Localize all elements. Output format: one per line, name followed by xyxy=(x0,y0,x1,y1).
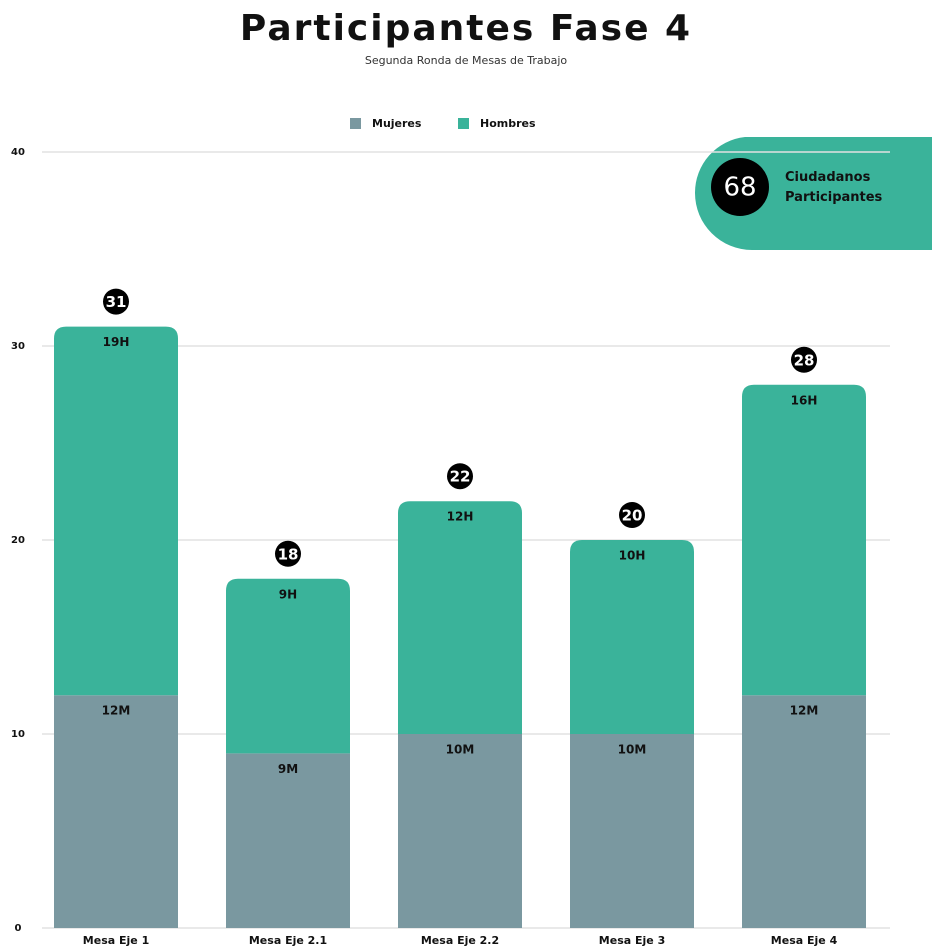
value-label: 12H xyxy=(447,510,474,524)
total-label: 31 xyxy=(106,293,127,311)
value-label: 19H xyxy=(103,335,130,349)
x-tick-label: Mesa Eje 2.1 xyxy=(249,934,327,947)
bar-segment xyxy=(398,501,522,734)
badge-value: 68 xyxy=(723,173,756,203)
legend-label: Mujeres xyxy=(372,117,422,130)
chart-title: Participantes Fase 4 xyxy=(240,8,692,49)
bar-segment xyxy=(54,695,178,928)
total-circle xyxy=(103,288,129,315)
value-label: 12M xyxy=(790,704,819,718)
total-circle xyxy=(791,346,817,373)
x-tick-label: Mesa Eje 1 xyxy=(83,934,149,947)
value-label: 9H xyxy=(279,587,297,601)
total-label: 20 xyxy=(622,507,643,525)
total-circle xyxy=(447,463,473,490)
y-tick-label: 30 xyxy=(11,341,25,352)
y-tick-label: 0 xyxy=(15,923,22,934)
badge-label-box: Ciudadanos Participantes xyxy=(785,170,883,205)
total-label: 18 xyxy=(278,545,299,563)
value-label: 16H xyxy=(791,393,818,407)
legend-swatch xyxy=(458,118,469,129)
bar-segment xyxy=(570,734,694,928)
badge-circle xyxy=(711,158,769,216)
legend-label: Hombres xyxy=(480,117,536,130)
y-tick-label: 40 xyxy=(11,147,25,158)
total-label: 22 xyxy=(450,468,471,486)
value-label: 10M xyxy=(446,743,475,757)
x-tick-label: Mesa Eje 4 xyxy=(771,934,838,947)
bar-segment xyxy=(54,326,178,696)
chart-subtitle: Segunda Ronda de Mesas de Trabajo xyxy=(365,54,568,67)
legend-swatch xyxy=(350,118,361,129)
x-tick-label: Mesa Eje 2.2 xyxy=(421,934,499,947)
total-label: 28 xyxy=(794,351,815,369)
bar-segment xyxy=(742,695,866,928)
bar-segment xyxy=(570,540,694,734)
bar-segment xyxy=(226,753,350,928)
value-label: 9M xyxy=(278,762,298,776)
value-label: 10H xyxy=(619,549,646,563)
total-circle xyxy=(275,540,301,567)
x-tick-label: Mesa Eje 3 xyxy=(599,934,665,947)
bar-segment xyxy=(742,384,866,696)
bar-segment xyxy=(226,578,350,754)
badge-label: Ciudadanos Participantes xyxy=(785,170,883,205)
y-tick-label: 10 xyxy=(11,729,25,740)
total-circle xyxy=(619,502,645,528)
value-label: 12M xyxy=(102,704,131,718)
bar-segment xyxy=(398,734,522,928)
value-label: 10M xyxy=(618,743,647,757)
y-tick-label: 20 xyxy=(11,535,25,546)
